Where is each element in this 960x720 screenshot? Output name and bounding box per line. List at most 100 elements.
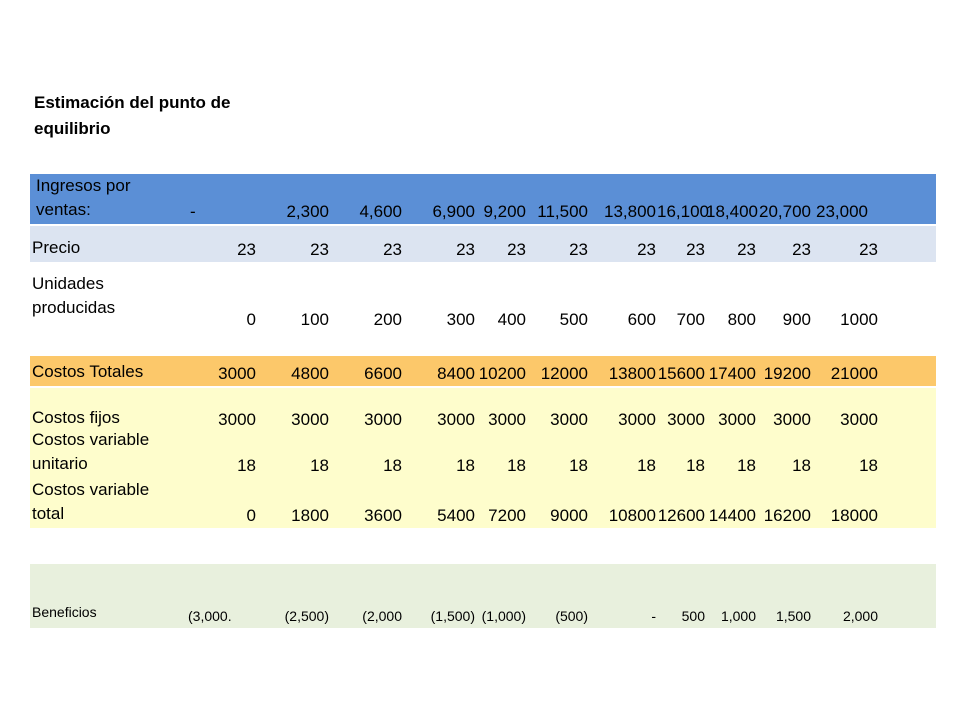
table-cell: 12600 xyxy=(657,506,705,525)
label-line: Costos variable xyxy=(32,480,150,499)
table-cell: 11,500 xyxy=(537,202,588,221)
table-cell: 18 xyxy=(507,456,526,475)
table-cell: 2,300 xyxy=(286,202,329,221)
table-cell: 20,700 xyxy=(759,202,811,221)
table-cell: 18 xyxy=(456,456,475,475)
table-cell: 3000 xyxy=(218,410,256,429)
table-cell: 10800 xyxy=(608,506,656,525)
table-cell: 100 xyxy=(300,310,329,329)
table-cell: 18,400 xyxy=(706,202,758,221)
table-cell: 18 xyxy=(383,456,402,475)
table-cell: 500 xyxy=(681,608,705,624)
table-cell: 8400 xyxy=(437,364,475,383)
row-label: Ingresos por ventas: xyxy=(30,174,182,222)
label-line: unitario xyxy=(32,454,88,473)
label-line: producidas xyxy=(32,298,116,317)
table-cell: 23 xyxy=(383,240,402,259)
table-cell: 4800 xyxy=(291,364,329,383)
table-cell: 0 xyxy=(246,506,256,525)
table-cell: 800 xyxy=(727,310,756,329)
table-cell: 18 xyxy=(637,456,656,475)
label-line: Unidades xyxy=(32,274,104,293)
table-cell: 23 xyxy=(237,240,256,259)
table-cell: 3000 xyxy=(364,410,402,429)
table-cell: 700 xyxy=(676,310,705,329)
label-line: Ingresos por xyxy=(36,176,131,195)
table-cell: 18000 xyxy=(830,506,878,525)
table-cell: 18 xyxy=(310,456,329,475)
table-cell: 3000 xyxy=(291,410,329,429)
table-cell: 3000 xyxy=(667,410,705,429)
table-cell: 3000 xyxy=(218,364,256,383)
table-cell: 7200 xyxy=(488,506,526,525)
table-cell: 21000 xyxy=(830,364,878,383)
table-cell: 9,200 xyxy=(483,202,526,221)
table-cell: 14400 xyxy=(708,506,756,525)
table-cell: 900 xyxy=(782,310,811,329)
table-row-costos-fijos: Costos fijos 3000 3000 3000 3000 3000 30… xyxy=(30,388,936,434)
table-cell: 200 xyxy=(373,310,402,329)
table-cell: 3000 xyxy=(840,410,878,429)
table-row-precio: Precio 23 23 23 23 23 23 23 23 23 23 23 xyxy=(30,226,936,262)
table-cell: 5400 xyxy=(437,506,475,525)
table-cell: 12000 xyxy=(540,364,588,383)
table-cell: 3000 xyxy=(437,410,475,429)
table-cell: 1800 xyxy=(291,506,329,525)
table-cell: 19200 xyxy=(763,364,811,383)
table-cell: 18 xyxy=(237,456,256,475)
table-cell: 6,900 xyxy=(432,202,475,221)
table-cell: 23 xyxy=(792,240,811,259)
table-cell: 23 xyxy=(737,240,756,259)
table-row-costos-totales: Costos Totales 3000 4800 6600 8400 10200… xyxy=(30,356,936,386)
row-label: Costos variable total xyxy=(30,478,182,526)
table-cell: 1000 xyxy=(840,310,878,329)
table-cell: (1,000) xyxy=(481,608,526,624)
table-cell: 15600 xyxy=(657,364,705,383)
table-cell: 13800 xyxy=(608,364,656,383)
table-cell: (3,000. xyxy=(188,608,232,624)
table-cell: 400 xyxy=(497,310,526,329)
table-row-costos-variable-total: Costos variable total 0 1800 3600 5400 7… xyxy=(30,480,936,528)
table-cell: 3000 xyxy=(718,410,756,429)
table-row-unidades: Unidades producidas 0 100 200 300 400 50… xyxy=(30,262,936,340)
break-even-table: Ingresos por ventas: - 2,300 4,600 6,900… xyxy=(30,174,936,628)
table-cell: 3000 xyxy=(773,410,811,429)
table-row-beneficios: Beneficios (3,000. (2,500) (2,000 (1,500… xyxy=(30,564,936,628)
table-cell: 18 xyxy=(792,456,811,475)
table-cell: (1,500) xyxy=(430,608,475,624)
table-cell: 3000 xyxy=(488,410,526,429)
table-cell: 18 xyxy=(737,456,756,475)
table-cell: 600 xyxy=(627,310,656,329)
label-line: ventas: xyxy=(36,200,91,219)
table-cell: 23 xyxy=(456,240,475,259)
table-cell: 18 xyxy=(686,456,705,475)
table-cell: 16200 xyxy=(763,506,811,525)
table-cell: (2,000 xyxy=(362,608,402,624)
row-label: Costos variable unitario xyxy=(30,428,182,476)
table-cell: 23 xyxy=(859,240,878,259)
table-cell: 500 xyxy=(559,310,588,329)
row-label: Beneficios xyxy=(32,604,97,620)
table-cell: 17400 xyxy=(708,364,756,383)
table-cell: 18 xyxy=(569,456,588,475)
row-label: Costos fijos xyxy=(32,408,120,427)
table-cell: 23 xyxy=(686,240,705,259)
table-cell: (500) xyxy=(555,608,588,624)
table-cell: 4,600 xyxy=(359,202,402,221)
table-cell: 13,800 xyxy=(604,202,656,221)
table-cell: 23,000 xyxy=(816,202,868,221)
label-line: total xyxy=(32,504,65,523)
table-cell: 16,100 xyxy=(657,202,709,221)
table-cell: 1,500 xyxy=(775,608,811,624)
row-label: Unidades producidas xyxy=(30,262,182,320)
page-title: Estimación del punto de equilibrio xyxy=(34,93,231,138)
table-cell: 10200 xyxy=(478,364,526,383)
table-cell: 1,000 xyxy=(720,608,756,624)
table-cell: 23 xyxy=(637,240,656,259)
table-cell: 0 xyxy=(246,310,256,329)
row-label: Precio xyxy=(32,238,81,257)
table-row-ingresos: Ingresos por ventas: - 2,300 4,600 6,900… xyxy=(30,174,936,224)
table-cell: 23 xyxy=(310,240,329,259)
table-row-costos-variable-unitario: Costos variable unitario 18 18 18 18 18 … xyxy=(30,430,936,480)
table-cell: 23 xyxy=(507,240,526,259)
